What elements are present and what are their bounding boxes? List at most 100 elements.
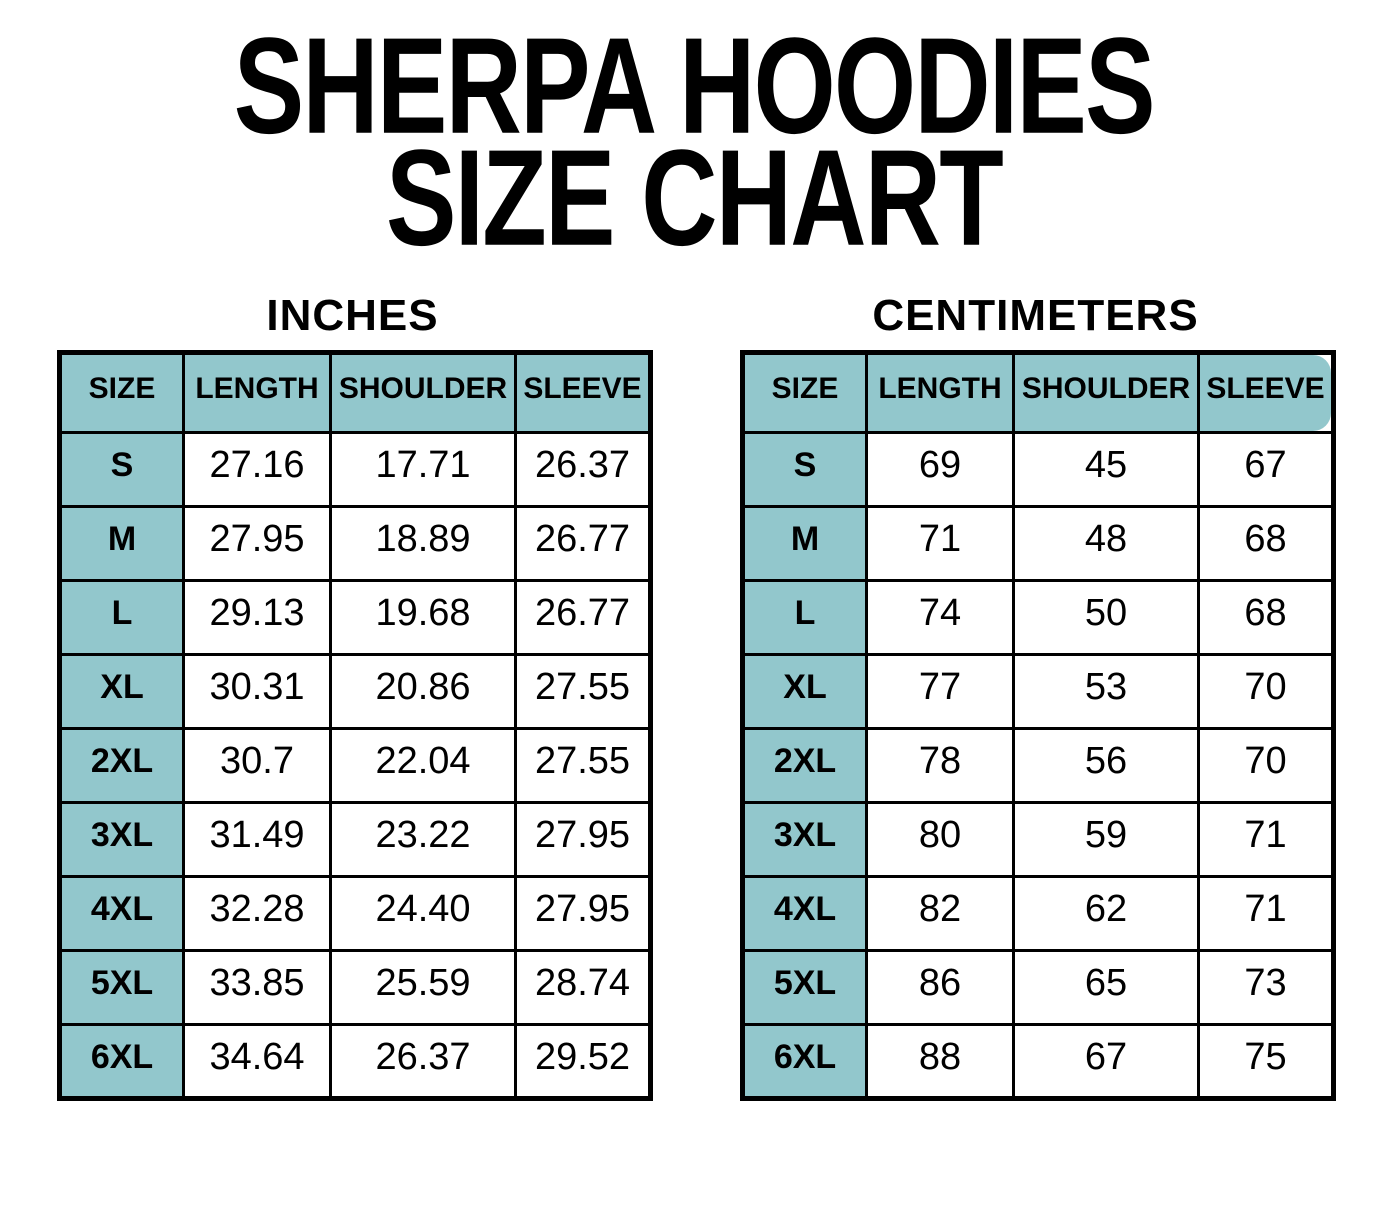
value-cell: 67 [1197, 431, 1335, 508]
value-cell: 88 [865, 1023, 1015, 1100]
page-title-line1-wrap: SHERPA HOODIES [171, 18, 1217, 155]
table-row: 3XL 31.49 23.22 27.95 [58, 801, 652, 878]
value-cell: 67 [1012, 1023, 1200, 1100]
header-row: SIZE LENGTH SHOULDER SLEEVE [58, 351, 652, 434]
column-header-size: SIZE [741, 351, 868, 434]
size-cell: 3XL [741, 801, 868, 878]
table-row: 6XL 88 67 75 [741, 1023, 1335, 1100]
table-row: 5XL 86 65 73 [741, 949, 1335, 1026]
inches-table: SIZE LENGTH SHOULDER SLEEVE S 27.16 17.71 26.3… [57, 350, 653, 1101]
value-cell: 31.49 [182, 801, 332, 878]
size-cell: 3XL [58, 801, 185, 878]
value-cell: 26.37 [514, 431, 652, 508]
value-cell: 80 [865, 801, 1015, 878]
column-header-sleeve: SLEEVE [514, 351, 652, 434]
value-cell: 71 [865, 505, 1015, 582]
size-cell: 5XL [741, 949, 868, 1026]
table-row: M 71 48 68 [741, 505, 1335, 582]
column-header-fill: SLEEVE [1201, 355, 1331, 430]
size-cell: 2XL [58, 727, 185, 804]
value-cell: 77 [865, 653, 1015, 730]
table-row: S 27.16 17.71 26.37 [58, 431, 652, 508]
page-title-line2: SIZE CHART [386, 121, 1004, 275]
value-cell: 24.40 [329, 875, 517, 952]
value-cell: 53 [1012, 653, 1200, 730]
value-cell: 27.55 [514, 653, 652, 730]
value-cell: 78 [865, 727, 1015, 804]
value-cell: 30.7 [182, 727, 332, 804]
column-header-shoulder: SHOULDER [329, 351, 517, 434]
value-cell: 71 [1197, 801, 1335, 878]
centimeters-table: SIZE LENGTH SHOULDER SLEEVE S 69 45 67 M 71 48 68 L… [740, 350, 1336, 1101]
value-cell: 20.86 [329, 653, 517, 730]
table-row: M 27.95 18.89 26.77 [58, 505, 652, 582]
size-cell: L [58, 579, 185, 656]
page-title-line2-wrap: SIZE CHART [344, 130, 1044, 267]
value-cell: 32.28 [182, 875, 332, 952]
table-row: 4XL 82 62 71 [741, 875, 1335, 952]
table-row: S 69 45 67 [741, 431, 1335, 508]
value-cell: 70 [1197, 653, 1335, 730]
page-title: SHERPA HOODIES SIZE CHART [0, 18, 1388, 267]
centimeters-table-section: CENTIMETERS SIZE LENGTH SHOULDER SLEEVE S 69… [740, 291, 1336, 1101]
column-header-shoulder: SHOULDER [1012, 351, 1200, 434]
column-header-length: LENGTH [865, 351, 1015, 434]
value-cell: 69 [865, 431, 1015, 508]
table-row: 2XL 78 56 70 [741, 727, 1335, 804]
size-chart-page: SHERPA HOODIES SIZE CHART INCHES SIZE LEN… [0, 18, 1388, 1230]
value-cell: 62 [1012, 875, 1200, 952]
size-cell: 6XL [741, 1023, 868, 1100]
value-cell: 71 [1197, 875, 1335, 952]
table-row: 3XL 80 59 71 [741, 801, 1335, 878]
column-header-size: SIZE [58, 351, 185, 434]
value-cell: 34.64 [182, 1023, 332, 1100]
value-cell: 59 [1012, 801, 1200, 878]
header-row: SIZE LENGTH SHOULDER SLEEVE [741, 351, 1335, 434]
value-cell: 19.68 [329, 579, 517, 656]
value-cell: 56 [1012, 727, 1200, 804]
size-cell: 2XL [741, 727, 868, 804]
table-row: L 74 50 68 [741, 579, 1335, 656]
value-cell: 74 [865, 579, 1015, 656]
inches-label: INCHES [266, 291, 439, 340]
value-cell: 48 [1012, 505, 1200, 582]
value-cell: 27.95 [514, 801, 652, 878]
value-cell: 82 [865, 875, 1015, 952]
value-cell: 23.22 [329, 801, 517, 878]
value-cell: 70 [1197, 727, 1335, 804]
size-cell: 5XL [58, 949, 185, 1026]
value-cell: 28.74 [514, 949, 652, 1026]
value-cell: 26.37 [329, 1023, 517, 1100]
value-cell: 86 [865, 949, 1015, 1026]
value-cell: 27.95 [514, 875, 652, 952]
value-cell: 75 [1197, 1023, 1335, 1100]
table-row: 2XL 30.7 22.04 27.55 [58, 727, 652, 804]
column-header-sleeve: SLEEVE [1197, 351, 1335, 434]
value-cell: 17.71 [329, 431, 517, 508]
size-cell: S [741, 431, 868, 508]
size-cell: M [741, 505, 868, 582]
value-cell: 30.31 [182, 653, 332, 730]
value-cell: 33.85 [182, 949, 332, 1026]
centimeters-label: CENTIMETERS [872, 291, 1199, 340]
value-cell: 68 [1197, 579, 1335, 656]
value-cell: 18.89 [329, 505, 517, 582]
value-cell: 26.77 [514, 505, 652, 582]
table-row: 5XL 33.85 25.59 28.74 [58, 949, 652, 1026]
table-row: XL 77 53 70 [741, 653, 1335, 730]
size-cell: 6XL [58, 1023, 185, 1100]
value-cell: 65 [1012, 949, 1200, 1026]
value-cell: 68 [1197, 505, 1335, 582]
value-cell: 50 [1012, 579, 1200, 656]
value-cell: 29.13 [182, 579, 332, 656]
size-cell: 4XL [741, 875, 868, 952]
value-cell: 73 [1197, 949, 1335, 1026]
value-cell: 27.16 [182, 431, 332, 508]
value-cell: 27.55 [514, 727, 652, 804]
tables-container: INCHES SIZE LENGTH SHOULDER SLEEVE S 27.16 17… [0, 294, 1388, 1101]
size-cell: XL [58, 653, 185, 730]
size-cell: L [741, 579, 868, 656]
value-cell: 29.52 [514, 1023, 652, 1100]
value-cell: 25.59 [329, 949, 517, 1026]
table-row: XL 30.31 20.86 27.55 [58, 653, 652, 730]
